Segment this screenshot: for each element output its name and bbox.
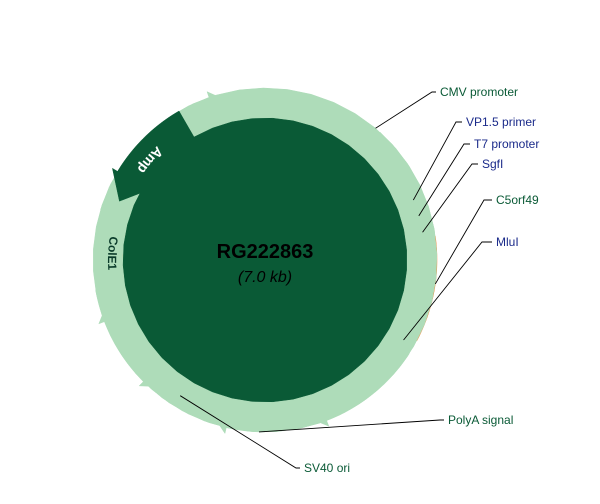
- callout-label-polya_signal: PolyA signal: [448, 413, 513, 427]
- segment-label-cole1: ColE1: [105, 236, 121, 271]
- callout-label-sgfi: SgfI: [482, 157, 503, 171]
- plasmid-name: RG222863: [217, 241, 314, 263]
- callout-label-cmv_promoter: CMV promoter: [440, 85, 518, 99]
- callout-label-vp15_primer: VP1.5 primer: [466, 115, 536, 129]
- callout-label-c5orf49_label: C5orf49: [496, 193, 539, 207]
- plasmid-size: (7.0 kb): [238, 269, 292, 286]
- callout-label-mlui: MluI: [496, 235, 519, 249]
- plasmid-map: GFPNeoColE1Amp CMV promoterVP1.5 primerT…: [0, 0, 600, 504]
- callout-line-cmv_promoter: [376, 92, 436, 128]
- callout-label-sv40_ori: SV40 ori: [304, 461, 350, 475]
- callout-label-t7_promoter: T7 promoter: [474, 137, 539, 151]
